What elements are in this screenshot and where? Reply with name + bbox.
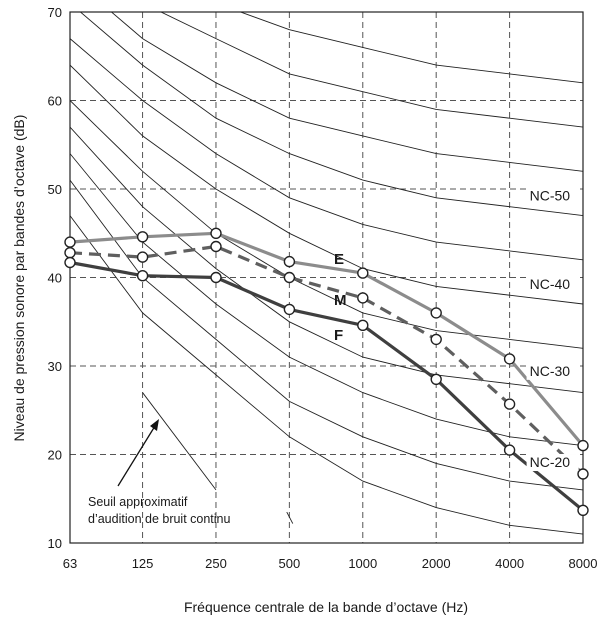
nc-label-bg <box>526 276 579 294</box>
data-point-m <box>283 271 296 284</box>
x-tick-label: 125 <box>132 556 154 571</box>
y-tick-label: 50 <box>48 182 62 197</box>
series-label-m: M <box>334 292 347 309</box>
data-point-e <box>283 255 296 268</box>
curve-labels: E M F NC-50 NC-40 NC-30 NC-20 <box>334 187 579 472</box>
data-point-e <box>136 231 149 243</box>
data-point-e <box>430 307 442 319</box>
y-tick-label: 60 <box>48 94 62 109</box>
data-point-e <box>577 439 589 452</box>
data-point-m <box>357 292 369 304</box>
nc-label: NC-40 <box>530 276 571 292</box>
tick-labels: 63 125 250 500 1000 2000 4000 8000 10 20 30 40 50 60 7… <box>48 5 598 571</box>
x-tick-label: 63 <box>63 556 77 571</box>
nc-label-bg <box>526 454 579 472</box>
threshold-annotation: Seuil approximatif d’audition de bruit c… <box>88 419 231 526</box>
threshold-line <box>142 392 217 491</box>
data-point-m <box>577 468 589 480</box>
nc-curve-line <box>239 12 583 84</box>
nc-curve-line <box>70 38 583 261</box>
x-tick-label: 250 <box>205 556 227 571</box>
data-point-m <box>64 246 76 259</box>
nc-curve-line <box>79 12 583 217</box>
y-tick-label: 10 <box>48 536 62 551</box>
series-label-f: F <box>334 327 343 344</box>
data-point-e <box>210 227 222 240</box>
data-point-e <box>64 236 76 248</box>
series-line-m <box>69 244 585 476</box>
nc-curve-line <box>110 12 583 172</box>
x-tick-label: 4000 <box>495 556 524 571</box>
threshold-note-line1: Seuil approximatif <box>88 495 188 509</box>
threshold-curve <box>142 392 294 524</box>
arrow-head-icon <box>150 419 159 431</box>
nc-curve-line <box>159 12 583 128</box>
x-axis-label: Fréquence centrale de la bande d’octave … <box>184 599 468 615</box>
data-point-f <box>577 504 589 516</box>
data-point-f <box>210 271 222 284</box>
data-point-f <box>136 270 149 282</box>
data-point-e <box>503 353 516 365</box>
data-point-m <box>503 398 516 410</box>
y-axis-label: Niveau de pression sonore par bandes d’o… <box>11 115 27 442</box>
nc-curves <box>70 12 583 535</box>
y-tick-label: 40 <box>48 271 62 286</box>
nc-curve-line <box>70 100 583 349</box>
y-tick-label: 20 <box>48 448 62 463</box>
nc-curve-line <box>70 64 583 305</box>
series-line-e <box>69 231 585 447</box>
series-group <box>64 227 589 516</box>
x-tick-label: 8000 <box>569 556 598 571</box>
nc-curve-line <box>70 153 583 447</box>
threshold-arrow <box>117 425 156 487</box>
nc-label: NC-50 <box>530 188 571 204</box>
x-tick-label: 500 <box>279 556 301 571</box>
nc-curve-line <box>70 126 583 394</box>
nc-curve-line <box>70 179 583 491</box>
nc-label-bg <box>526 187 579 205</box>
data-point-m <box>210 240 222 253</box>
x-tick-label: 1000 <box>348 556 377 571</box>
data-point-m <box>136 251 149 263</box>
series-label-e: E <box>334 251 344 268</box>
nc-label-bg <box>526 362 579 380</box>
nc-label: NC-20 <box>530 454 571 470</box>
y-tick-label: 30 <box>48 359 62 374</box>
threshold-note-line2: d’audition de bruit continu <box>88 512 231 526</box>
nc-label: NC-30 <box>530 363 571 379</box>
data-point-f <box>64 256 76 269</box>
nc-curve-line <box>70 215 583 535</box>
x-tick-label: 2000 <box>422 556 451 571</box>
data-point-m <box>430 333 442 346</box>
data-point-f <box>283 303 296 316</box>
plot-frame <box>69 11 584 544</box>
series-line-f <box>69 260 585 512</box>
data-point-f <box>430 373 442 385</box>
threshold-tail-line <box>286 511 294 524</box>
data-point-f <box>357 319 369 331</box>
data-point-e <box>357 267 369 279</box>
data-point-f <box>503 444 516 456</box>
y-tick-label: 70 <box>48 5 62 20</box>
